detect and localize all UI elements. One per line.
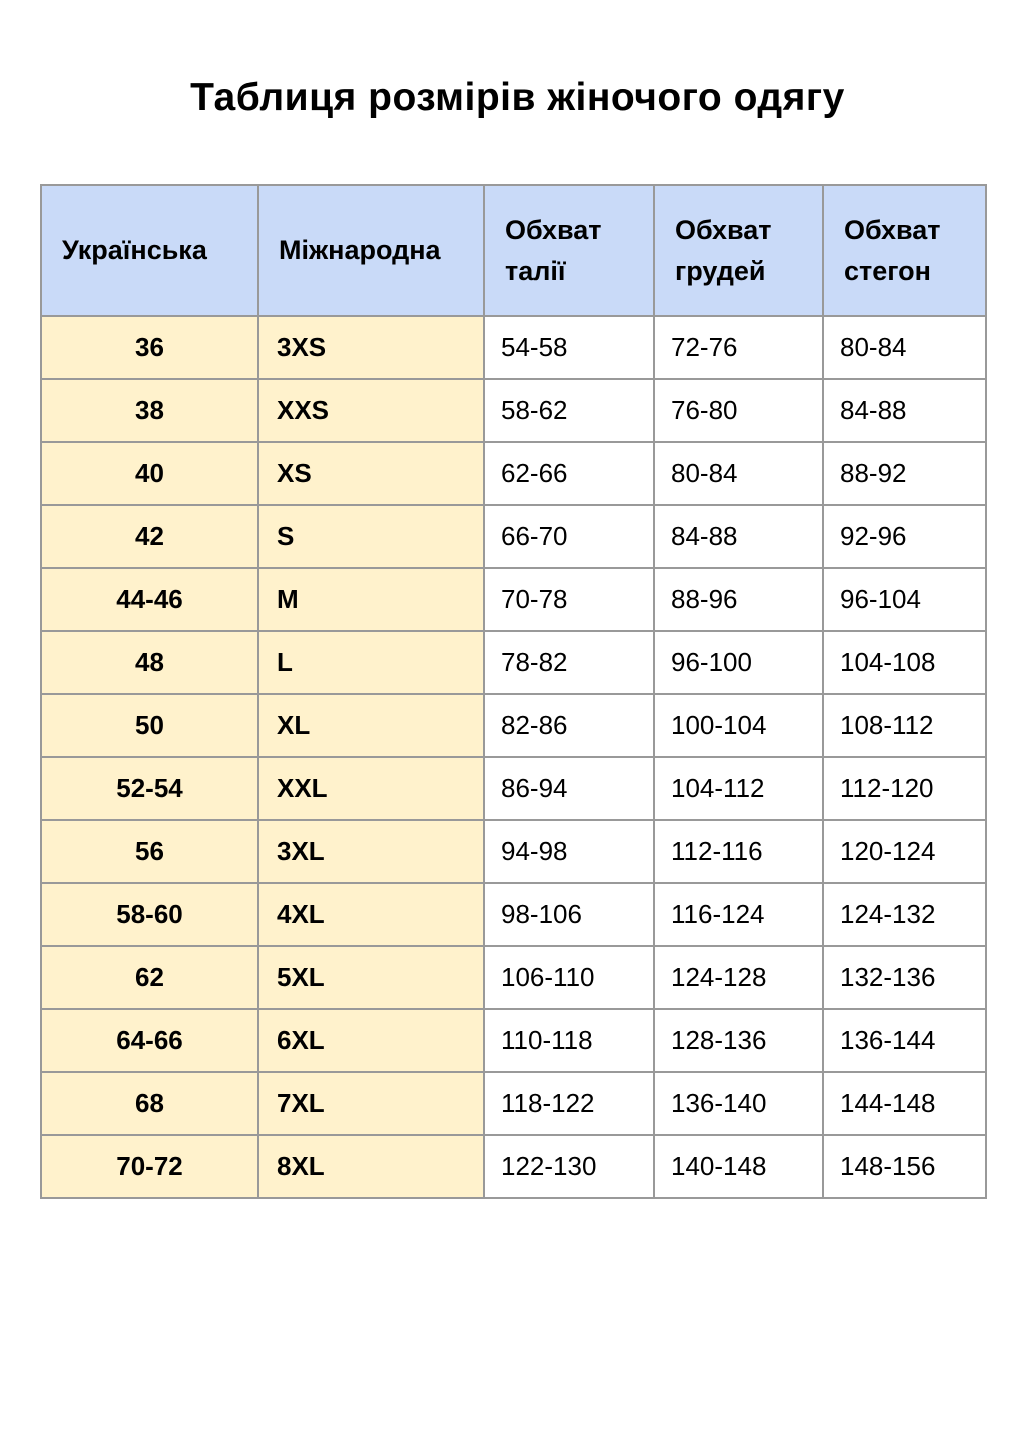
size-cell-waist: 118-122: [483, 1071, 655, 1136]
header-row: Українська Міжнародна Обхват талії Обхват г…: [40, 184, 987, 317]
size-cell-waist: 94-98: [483, 819, 655, 884]
size-cell-waist: 66-70: [483, 504, 655, 569]
size-cell-hips: 104-108: [822, 630, 987, 695]
size-cell-intl: XS: [257, 441, 485, 506]
size-cell-waist: 98-106: [483, 882, 655, 947]
size-cell-intl: S: [257, 504, 485, 569]
table-row: 50 XL 82-86 100-104 108-112: [40, 693, 987, 758]
table-row: 38 XXS 58-62 76-80 84-88: [40, 378, 987, 443]
size-cell-hips: 88-92: [822, 441, 987, 506]
size-cell-ua: 42: [40, 504, 259, 569]
column-header-hips: Обхват стегон: [822, 184, 987, 317]
size-cell-bust: 140-148: [653, 1134, 824, 1199]
size-cell-intl: XXS: [257, 378, 485, 443]
size-cell-waist: 82-86: [483, 693, 655, 758]
page-title: Таблиця розмірів жіночого одягу: [190, 76, 845, 119]
table-row: 40 XS 62-66 80-84 88-92: [40, 441, 987, 506]
size-cell-hips: 136-144: [822, 1008, 987, 1073]
size-cell-intl: L: [257, 630, 485, 695]
table-row: 64-66 6XL 110-118 128-136 136-144: [40, 1008, 987, 1073]
column-header-bust: Обхват грудей: [653, 184, 824, 317]
size-cell-hips: 108-112: [822, 693, 987, 758]
size-cell-hips: 112-120: [822, 756, 987, 821]
size-chart-table: Українська Міжнародна Обхват талії Обхват г…: [40, 184, 987, 1199]
size-cell-hips: 92-96: [822, 504, 987, 569]
size-cell-bust: 104-112: [653, 756, 824, 821]
size-cell-ua: 50: [40, 693, 259, 758]
size-cell-intl: 8XL: [257, 1134, 485, 1199]
size-cell-bust: 128-136: [653, 1008, 824, 1073]
size-cell-intl: XL: [257, 693, 485, 758]
table-row: 48 L 78-82 96-100 104-108: [40, 630, 987, 695]
table-row: 56 3XL 94-98 112-116 120-124: [40, 819, 987, 884]
size-cell-hips: 132-136: [822, 945, 987, 1010]
size-cell-hips: 124-132: [822, 882, 987, 947]
size-cell-bust: 112-116: [653, 819, 824, 884]
size-cell-ua: 70-72: [40, 1134, 259, 1199]
size-cell-hips: 84-88: [822, 378, 987, 443]
size-cell-ua: 52-54: [40, 756, 259, 821]
size-cell-bust: 96-100: [653, 630, 824, 695]
column-header-ua: Українська: [40, 184, 259, 317]
size-cell-hips: 144-148: [822, 1071, 987, 1136]
size-cell-hips: 148-156: [822, 1134, 987, 1199]
size-cell-ua: 38: [40, 378, 259, 443]
size-cell-waist: 122-130: [483, 1134, 655, 1199]
size-cell-hips: 120-124: [822, 819, 987, 884]
size-cell-ua: 36: [40, 315, 259, 380]
size-cell-waist: 110-118: [483, 1008, 655, 1073]
size-cell-ua: 44-46: [40, 567, 259, 632]
size-cell-bust: 76-80: [653, 378, 824, 443]
size-chart-body: 36 3XS 54-58 72-76 80-84 38 XXS 58-62 76-80 84-88…: [40, 315, 987, 1199]
size-cell-intl: 6XL: [257, 1008, 485, 1073]
size-cell-intl: M: [257, 567, 485, 632]
table-row: 58-60 4XL 98-106 116-124 124-132: [40, 882, 987, 947]
size-cell-bust: 136-140: [653, 1071, 824, 1136]
size-cell-ua: 64-66: [40, 1008, 259, 1073]
size-cell-bust: 80-84: [653, 441, 824, 506]
table-row: 44-46 M 70-78 88-96 96-104: [40, 567, 987, 632]
size-cell-bust: 100-104: [653, 693, 824, 758]
table-row: 70-72 8XL 122-130 140-148 148-156: [40, 1134, 987, 1199]
size-cell-intl: 4XL: [257, 882, 485, 947]
size-cell-bust: 116-124: [653, 882, 824, 947]
size-cell-waist: 86-94: [483, 756, 655, 821]
table-row: 36 3XS 54-58 72-76 80-84: [40, 315, 987, 380]
size-cell-hips: 96-104: [822, 567, 987, 632]
column-header-waist: Обхват талії: [483, 184, 655, 317]
size-cell-ua: 56: [40, 819, 259, 884]
size-cell-bust: 72-76: [653, 315, 824, 380]
table-row: 52-54 XXL 86-94 104-112 112-120: [40, 756, 987, 821]
column-header-intl: Міжнародна: [257, 184, 485, 317]
size-cell-ua: 48: [40, 630, 259, 695]
size-cell-waist: 62-66: [483, 441, 655, 506]
size-cell-ua: 40: [40, 441, 259, 506]
table-row: 42 S 66-70 84-88 92-96: [40, 504, 987, 569]
size-cell-intl: 5XL: [257, 945, 485, 1010]
size-cell-intl: 3XL: [257, 819, 485, 884]
size-cell-intl: 3XS: [257, 315, 485, 380]
table-row: 68 7XL 118-122 136-140 144-148: [40, 1071, 987, 1136]
size-cell-waist: 78-82: [483, 630, 655, 695]
size-cell-bust: 84-88: [653, 504, 824, 569]
size-cell-waist: 70-78: [483, 567, 655, 632]
size-cell-ua: 68: [40, 1071, 259, 1136]
table-row: 62 5XL 106-110 124-128 132-136: [40, 945, 987, 1010]
size-cell-intl: 7XL: [257, 1071, 485, 1136]
size-cell-waist: 58-62: [483, 378, 655, 443]
size-cell-waist: 106-110: [483, 945, 655, 1010]
size-cell-bust: 124-128: [653, 945, 824, 1010]
size-cell-ua: 62: [40, 945, 259, 1010]
size-cell-bust: 88-96: [653, 567, 824, 632]
size-cell-ua: 58-60: [40, 882, 259, 947]
size-cell-waist: 54-58: [483, 315, 655, 380]
size-cell-intl: XXL: [257, 756, 485, 821]
size-cell-hips: 80-84: [822, 315, 987, 380]
